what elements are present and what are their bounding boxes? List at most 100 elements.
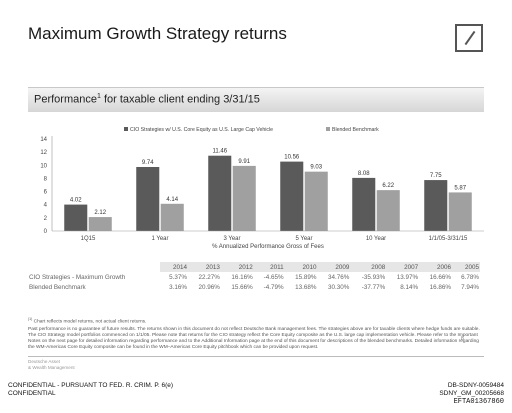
year-header: 2005 xyxy=(451,262,480,272)
table-cell: 8.14% xyxy=(400,283,419,291)
bar-benchmark xyxy=(88,217,112,231)
page-title: Maximum Growth Strategy returns xyxy=(28,24,287,43)
table-header-row: 2014 2013 2012 2011 2010 2009 2008 2007 … xyxy=(28,262,480,272)
performance-banner: Performance1 for taxable client ending 3… xyxy=(28,87,484,112)
table-row-cio: CIO Strategies - Maximum Growth 5.37% 22… xyxy=(28,272,480,282)
table-cell: 3.16% xyxy=(169,283,187,291)
data-label: 10.56 xyxy=(284,155,300,161)
banner-title: Performance1 for taxable client ending 3… xyxy=(34,93,260,106)
brand-line-1: Deutsche Asset xyxy=(28,359,60,364)
table-cell: 16.86% xyxy=(429,283,451,291)
data-label: 9.03 xyxy=(310,165,322,171)
x-tick-label: 1/1/05-3/31/15 xyxy=(429,236,468,242)
bar-cio xyxy=(424,180,448,231)
bates-id-1: DB-SDNY-0059484 xyxy=(447,382,504,389)
data-label: 2.12 xyxy=(94,210,106,216)
table-cell: 13.97% xyxy=(396,273,419,281)
table-cell: -35.93% xyxy=(361,273,386,281)
bar-cio xyxy=(64,204,88,231)
footnote-2: Past performance is no guarantee of futu… xyxy=(28,326,480,350)
data-label: 4.14 xyxy=(166,197,178,203)
bar-cio xyxy=(280,161,304,231)
year-header: 2014 xyxy=(160,262,188,272)
table-cell: 15.89% xyxy=(295,273,317,281)
legend-label-cio: CIO Strategies w/ U.S. Core Equity as U.… xyxy=(130,127,273,133)
banner-text-rest: for taxable client ending 3/31/15 xyxy=(100,93,260,106)
y-tick-label: 6 xyxy=(44,190,48,196)
year-header: 2011 xyxy=(253,262,285,272)
table-cell: 16.16% xyxy=(231,273,253,281)
confidential-line-2: CONFIDENTIAL xyxy=(8,390,56,397)
bar-benchmark xyxy=(160,203,184,231)
y-tick-label: 4 xyxy=(44,203,48,209)
y-tick-label: 8 xyxy=(44,176,48,182)
table-cell: -4.79% xyxy=(263,283,284,291)
deutsche-bank-logo xyxy=(455,24,483,52)
table-cell: 20.96% xyxy=(198,283,220,291)
x-tick-label: 1 Year xyxy=(151,236,168,242)
table-cell: -4.65% xyxy=(263,273,284,281)
confidential-line-1: CONFIDENTIAL - PURSUANT TO FED. R. CRIM.… xyxy=(8,382,174,389)
year-header: 2013 xyxy=(187,262,221,272)
data-label: 8.08 xyxy=(358,171,370,177)
bates-ids: DB-SDNY-0059484 SDNY_GM_00205668 xyxy=(439,382,504,398)
footnote-1: (1) Chart reflects model returns, not ac… xyxy=(28,316,480,326)
bar-benchmark xyxy=(232,165,256,231)
y-axis: 0 2 4 6 8 10 12 14 xyxy=(40,136,53,235)
brand-line-2: & Wealth Management xyxy=(28,364,75,370)
y-tick-label: 2 xyxy=(44,216,48,222)
table-cell: -37.77% xyxy=(361,283,386,291)
x-axis-title: % Annualized Performance Gross of Fees xyxy=(212,244,324,250)
data-label: 9.91 xyxy=(238,159,250,165)
data-label: 11.46 xyxy=(212,149,227,155)
year-header: 2008 xyxy=(350,262,387,272)
x-tick-label: 1Q15 xyxy=(81,236,96,242)
table-cell: 5.37% xyxy=(169,273,187,281)
banner-text-main: Performance xyxy=(34,93,97,106)
footnote-1-text: Chart reflects model returns, not actual… xyxy=(32,319,147,325)
legend-label-benchmark: Blended Benchmark xyxy=(332,127,379,133)
y-tick-label: 0 xyxy=(44,229,48,235)
data-label: 7.75 xyxy=(430,173,442,179)
bar-cio xyxy=(208,155,232,231)
y-tick-label: 12 xyxy=(40,150,47,156)
bar-series: 4.02 2.12 9.74 4.14 11.46 9.91 10.56 9.03 8.08 6.… xyxy=(64,149,472,231)
calendar-returns-table: 2014 2013 2012 2011 2010 2009 2008 2007 … xyxy=(28,262,480,292)
year-header: 2009 xyxy=(317,262,351,272)
year-header: 2007 xyxy=(386,262,420,272)
table-cell: 13.68% xyxy=(295,283,317,291)
bar-benchmark xyxy=(448,192,472,231)
bates-id-2: SDNY_GM_00205668 xyxy=(439,390,504,397)
year-header: 2012 xyxy=(220,262,254,272)
footnote-1-mark: (1) xyxy=(28,317,33,321)
table-cell: 15.66% xyxy=(231,283,253,291)
efta-stamp: EFTA01367860 xyxy=(453,398,504,406)
x-tick-label: 5 Year xyxy=(295,236,312,242)
data-label: 6.22 xyxy=(382,183,394,189)
table-cell: 34.76% xyxy=(328,273,350,281)
table-cell: 30.30% xyxy=(328,283,350,291)
row-label: CIO Strategies - Maximum Growth xyxy=(29,273,126,281)
bar-benchmark xyxy=(376,190,400,231)
bar-cio xyxy=(136,166,160,231)
y-tick-label: 10 xyxy=(40,163,47,169)
logo-slash xyxy=(464,30,476,46)
data-label: 9.74 xyxy=(142,160,154,166)
table-cell: 16.66% xyxy=(429,273,451,281)
table-cell: 6.78% xyxy=(461,273,479,281)
legend-swatch-benchmark xyxy=(326,127,330,131)
table-row-benchmark: Blended Benchmark 3.16% 20.96% 15.66% -4… xyxy=(28,282,480,292)
table-corner xyxy=(28,262,160,272)
confidential-notice: CONFIDENTIAL - PURSUANT TO FED. R. CRIM.… xyxy=(8,382,173,398)
x-tick-label: 3 Year xyxy=(223,236,240,242)
x-axis: 1Q15 1 Year 3 Year 5 Year 10 Year 1/1/05-3/31… xyxy=(52,230,484,242)
row-label: Blended Benchmark xyxy=(29,283,86,291)
banner-footnote-mark: 1 xyxy=(96,93,101,100)
data-label: 4.02 xyxy=(70,198,82,204)
bar-cio xyxy=(352,177,376,231)
x-tick-label: 10 Year xyxy=(366,236,386,242)
year-header: 2006 xyxy=(419,262,452,272)
bar-benchmark xyxy=(304,171,328,231)
footer-divider xyxy=(28,356,484,357)
footnotes: (1) Chart reflects model returns, not ac… xyxy=(28,316,480,352)
